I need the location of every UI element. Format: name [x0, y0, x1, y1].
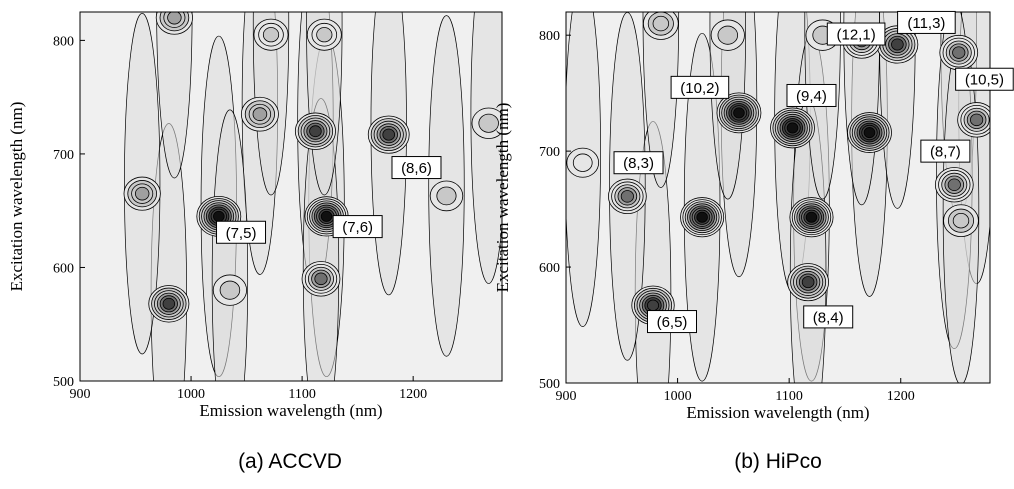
x-tick-label: 1200 [399, 387, 427, 402]
annotation-box [826, 22, 886, 46]
y-tick-label: 800 [53, 34, 74, 49]
contour-peak-14 [943, 204, 979, 238]
annotation-label: (10,2) [680, 80, 719, 97]
contour-band-15 [642, 12, 680, 188]
contour-peak-7 [240, 96, 279, 132]
annotation-box [955, 67, 1014, 91]
annotation-box [786, 83, 837, 107]
contour-peak-16 [710, 19, 745, 51]
contour-peak-4 [294, 112, 336, 150]
contour-peak-9 [876, 25, 919, 64]
contour-peak-5 [301, 261, 341, 297]
annotation-8-6: (8,6) [391, 156, 442, 180]
y-tick-label: 700 [539, 145, 560, 160]
annotation-8-7: (8,7) [920, 139, 971, 163]
annotation-6-5: (6,5) [647, 310, 697, 334]
annotation-8-3: (8,3) [613, 151, 664, 175]
contour-peak-2 [770, 107, 815, 149]
x-tick-label: 1000 [664, 389, 692, 404]
contour-peak-7 [787, 263, 830, 302]
contour-peak-11 [306, 18, 342, 51]
x-axis-label: Emission wavelength (nm) [686, 403, 869, 422]
contour-area [566, 12, 990, 383]
y-tick-label: 500 [539, 377, 560, 392]
annotation-11-3: (11,3) [897, 10, 956, 34]
annotation-label: (10,5) [965, 72, 1004, 89]
annotation-10-2: (10,2) [670, 75, 730, 99]
x-tick-label: 900 [70, 387, 91, 402]
contour-peak-6 [148, 285, 190, 323]
annotation-8-4: (8,4) [803, 305, 854, 329]
plot-frame [79, 11, 503, 382]
annotation-box [216, 220, 267, 244]
y-tick-label: 500 [53, 375, 74, 390]
panel-caption: (a) ACCVD [238, 450, 342, 473]
annotation-box [613, 151, 664, 175]
x-tick-label: 1000 [177, 387, 205, 402]
contour-peak-3 [847, 112, 892, 153]
chart-panel-2: 900 1000 1100 1200 500 600 700 800 Emission wave… [493, 10, 1014, 473]
y-tick-label: 600 [539, 261, 560, 276]
contour-peak-14 [429, 180, 464, 212]
contour-peak-8 [608, 178, 647, 215]
y-tick-label: 600 [53, 261, 74, 276]
y-axis-label: Excitation wavelength (nm) [7, 102, 26, 292]
contour-peak-11 [939, 34, 979, 71]
annotation-label: (9,4) [796, 88, 827, 105]
contour-area [80, 12, 502, 381]
annotation-box [897, 10, 956, 34]
annotation-10-5: (10,5) [955, 67, 1014, 91]
y-axis-label: Excitation wavelength (nm) [493, 103, 512, 293]
contour-band-12 [156, 12, 193, 179]
y-tick-label: 700 [53, 148, 74, 163]
annotation-label: (8,3) [623, 155, 654, 172]
annotation-label: (8,6) [401, 160, 432, 177]
panel-caption: (b) HiPco [734, 450, 822, 473]
annotation-box [391, 156, 442, 180]
annotation-label: (8,7) [930, 144, 961, 161]
annotation-label: (7,5) [226, 225, 257, 242]
contour-band-13 [470, 12, 502, 284]
x-axis-label: Emission wavelength (nm) [199, 401, 382, 420]
x-tick-label: 1200 [887, 389, 915, 404]
annotation-12-1: (12,1) [826, 22, 886, 46]
contour-peak-6 [631, 285, 675, 326]
x-tick-label: 1100 [775, 389, 802, 404]
annotation-box [670, 75, 730, 99]
contour-peak-4 [680, 197, 725, 238]
y-tick-label: 800 [539, 29, 560, 44]
contour-band-9 [211, 109, 249, 381]
annotation-label: (7,6) [342, 219, 373, 236]
annotation-box [647, 310, 697, 334]
x-tick-label: 900 [556, 389, 577, 404]
contour-peak-13 [934, 167, 974, 203]
contour-peak-12 [155, 12, 193, 35]
chart-panel-1: 900 1000 1100 1200 500 600 700 800 Emission wave… [7, 11, 503, 473]
contour-peak-3 [367, 115, 410, 154]
x-tick-label: 1100 [288, 387, 315, 402]
contour-peak-12 [957, 102, 990, 138]
annotation-box [920, 139, 971, 163]
contour-peak-9 [212, 274, 248, 306]
annotation-label: (12,1) [837, 27, 876, 44]
annotation-box [803, 305, 854, 329]
contour-peak-15 [643, 12, 679, 40]
contour-peak-5 [789, 197, 834, 238]
annotation-label: (6,5) [657, 314, 688, 331]
contour-peak-13 [471, 107, 502, 139]
plot-frame [565, 11, 991, 384]
annotation-label: (8,4) [813, 309, 844, 326]
annotation-box [332, 215, 383, 239]
contour-peak-18 [566, 147, 600, 178]
annotation-7-6: (7,6) [332, 215, 383, 239]
contour-peak-8 [123, 176, 161, 211]
contour-peak-10 [253, 18, 289, 51]
annotation-7-5: (7,5) [216, 220, 267, 244]
annotation-label: (11,3) [907, 15, 945, 32]
contour-peak-1 [716, 92, 762, 134]
annotation-9-4: (9,4) [786, 83, 837, 107]
